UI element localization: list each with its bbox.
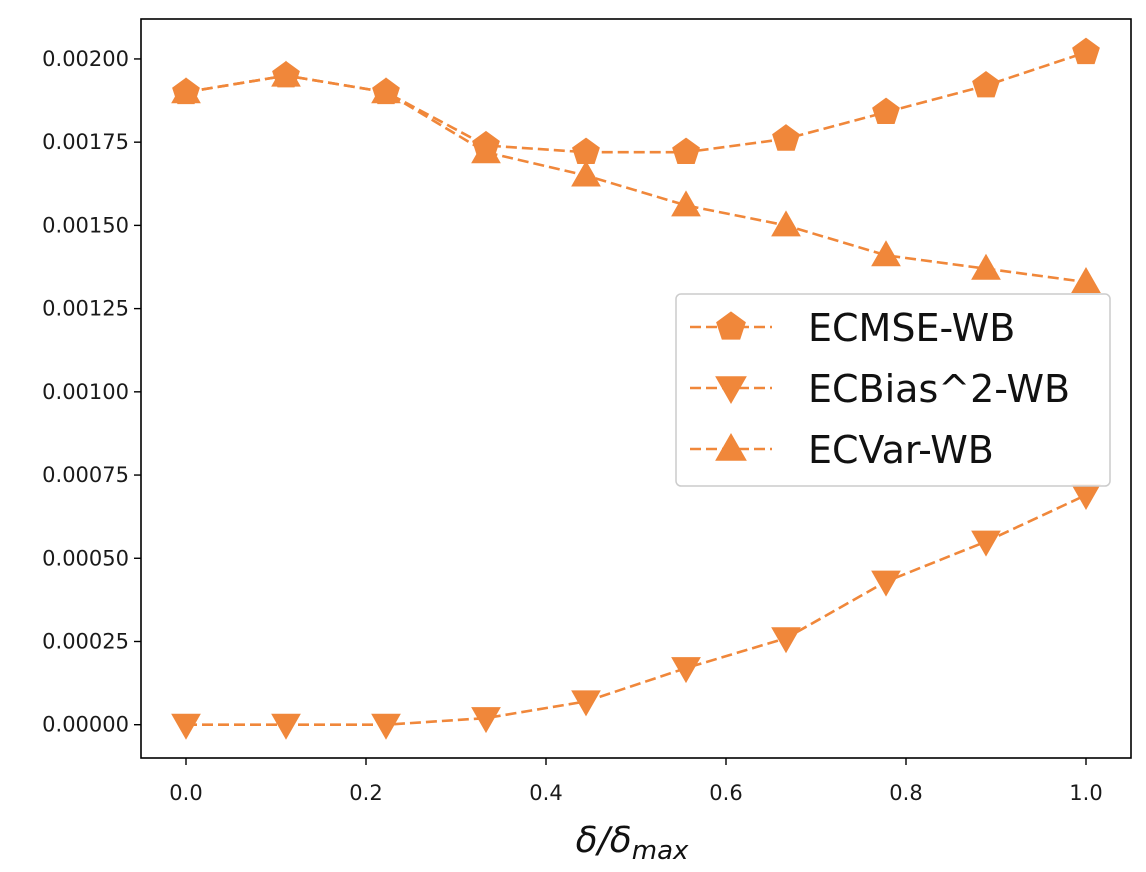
plot-frame	[140, 18, 1132, 759]
x-tick-label: 1.0	[1069, 781, 1102, 805]
data-point	[271, 60, 301, 87]
y-tick-label: 0.00075	[42, 463, 129, 487]
data-point	[371, 77, 401, 104]
series-layer	[171, 37, 1101, 740]
legend-marker	[715, 432, 747, 461]
data-point	[171, 77, 201, 104]
data-point	[972, 70, 1000, 98]
x-tick-label: 0.2	[349, 781, 382, 805]
data-point	[771, 210, 801, 237]
data-point	[872, 97, 900, 124]
legend: ECMSE-WB ECBias^2-WB ECVar-WB	[675, 293, 1111, 487]
data-point	[571, 160, 601, 187]
y-tick-label: 0.00125	[42, 297, 129, 321]
data-point	[971, 530, 1001, 557]
data-point	[871, 240, 901, 267]
x-axis-label-main: δ/δ	[576, 820, 632, 861]
x-axis-label-sub: max	[632, 836, 689, 866]
series-ecvar-wb	[171, 60, 1101, 293]
legend-label: ECMSE-WB	[808, 306, 1015, 350]
y-tick-label: 0.00200	[42, 47, 129, 71]
legend-marker	[716, 311, 746, 340]
x-tick-label: 0.4	[529, 781, 562, 805]
data-point	[771, 627, 801, 654]
y-tick-label: 0.00000	[42, 713, 129, 737]
series-line	[186, 493, 1087, 726]
data-point	[171, 713, 201, 740]
data-point	[571, 690, 601, 717]
y-tick-label: 0.00050	[42, 546, 129, 570]
x-tick-label: 0.8	[889, 781, 922, 805]
x-tick-label: 0.6	[709, 781, 742, 805]
data-point	[671, 190, 701, 217]
data-point	[271, 713, 301, 740]
y-tick-label: 0.00175	[42, 130, 129, 154]
legend-marker	[715, 376, 747, 405]
data-point	[971, 253, 1001, 280]
data-point	[772, 124, 800, 151]
data-point	[471, 707, 501, 734]
x-tick-label: 0.0	[169, 781, 202, 805]
legend-box	[675, 293, 1111, 487]
x-axis: 0.0 0.2 0.4 0.6 0.8 1.0	[169, 758, 1103, 805]
y-tick-label: 0.00025	[42, 629, 129, 653]
data-point	[1071, 266, 1101, 293]
data-point	[871, 570, 901, 597]
y-tick-label: 0.00150	[42, 213, 129, 237]
x-axis-label: δ/δmax	[576, 820, 689, 866]
y-axis: 0.00000 0.00025 0.00050 0.00075 0.00100 0.001…	[42, 47, 141, 737]
data-point	[371, 713, 401, 740]
legend-label: ECVar-WB	[808, 428, 994, 472]
legend-label: ECBias^2-WB	[808, 367, 1070, 411]
data-point	[1072, 37, 1100, 65]
data-point	[471, 137, 501, 164]
data-point	[672, 137, 700, 164]
data-point	[671, 657, 701, 684]
series-line	[185, 74, 1087, 284]
y-tick-label: 0.00100	[42, 380, 129, 404]
series-ecbias-2-wb	[171, 484, 1101, 740]
